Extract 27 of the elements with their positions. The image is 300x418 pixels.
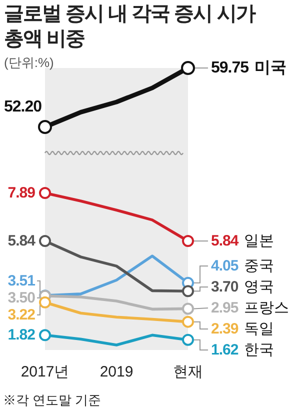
data-label: 2.39 <box>211 320 238 338</box>
data-label: 3.22 <box>8 306 36 324</box>
data-label: 3.70 <box>211 278 238 296</box>
text: 독일 <box>244 320 274 338</box>
text: 미국 <box>254 60 287 76</box>
data-label: 1.62 <box>211 342 238 358</box>
text: ※각 연도말 기준 <box>3 392 102 408</box>
data-label: 1.82 <box>8 326 36 344</box>
x-tick-label: 2017년 <box>20 364 70 380</box>
x-tick-label: 2019 <box>100 364 134 380</box>
text: 한국 <box>244 342 274 358</box>
data-label: 52.20 <box>4 98 42 116</box>
data-label: 5.84 <box>211 232 240 250</box>
data-label: 3.51 <box>8 272 36 290</box>
text: 일본 <box>244 232 274 250</box>
x-tick-label: 현재 <box>173 364 203 380</box>
text: 프랑스 <box>244 300 290 316</box>
data-label: 2.95 <box>211 300 238 316</box>
data-label: 7.89 <box>8 184 36 202</box>
text: 중국 <box>244 258 274 274</box>
data-label: 59.75 <box>211 60 250 76</box>
data-label: 4.05 <box>211 258 238 274</box>
data-label: 5.84 <box>8 232 36 250</box>
text: 영국 <box>244 278 274 296</box>
data-label: 3.50 <box>8 289 36 306</box>
chart-title: 글로벌 증시 내 각국 증시 시가총액 비중 <box>4 2 256 52</box>
chart-subtitle: (단위:%) <box>4 54 54 72</box>
